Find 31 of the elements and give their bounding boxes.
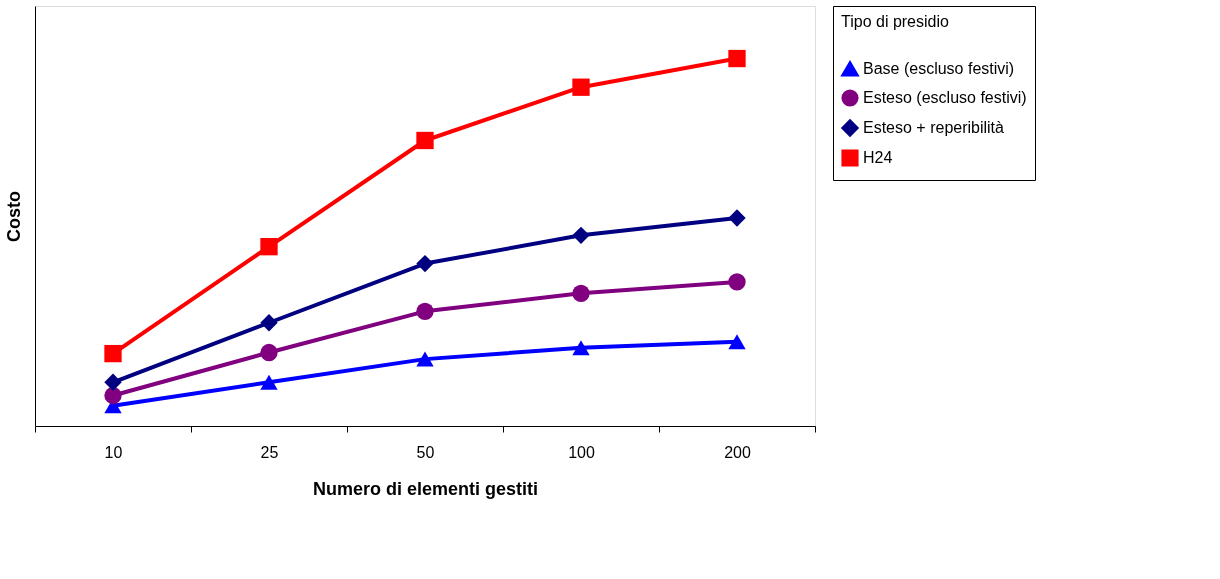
point [416,302,434,320]
x-tick-label: 50 [416,443,435,461]
x-tick-label: 100 [568,443,595,461]
point [572,78,590,96]
x-tick-label: 200 [724,443,751,461]
point [260,314,278,332]
point [572,226,590,244]
legend-label: Base (escluso festivi) [863,60,1015,77]
point [104,373,122,391]
point [260,374,278,390]
legend-label: H24 [863,149,893,166]
legend-label: Esteso (escluso festivi) [863,89,1027,106]
x-axis-title: Numero di elementi gestiti [312,478,539,499]
point [728,334,746,350]
point [104,344,122,363]
point [728,209,746,227]
point [728,273,746,291]
point [260,343,278,362]
point [416,131,434,150]
legend-title: Tipo di presidio [841,13,950,30]
legend-label: Esteso + reperibilità [863,119,1005,136]
x-tick-label: 25 [260,443,279,461]
y-axis-title: Costo [3,191,24,242]
point [104,386,122,405]
point [572,284,590,302]
point [260,238,278,256]
x-tick-label: 10 [104,443,123,461]
point [728,49,746,68]
point [416,254,434,273]
point [572,340,590,356]
point [416,351,434,367]
